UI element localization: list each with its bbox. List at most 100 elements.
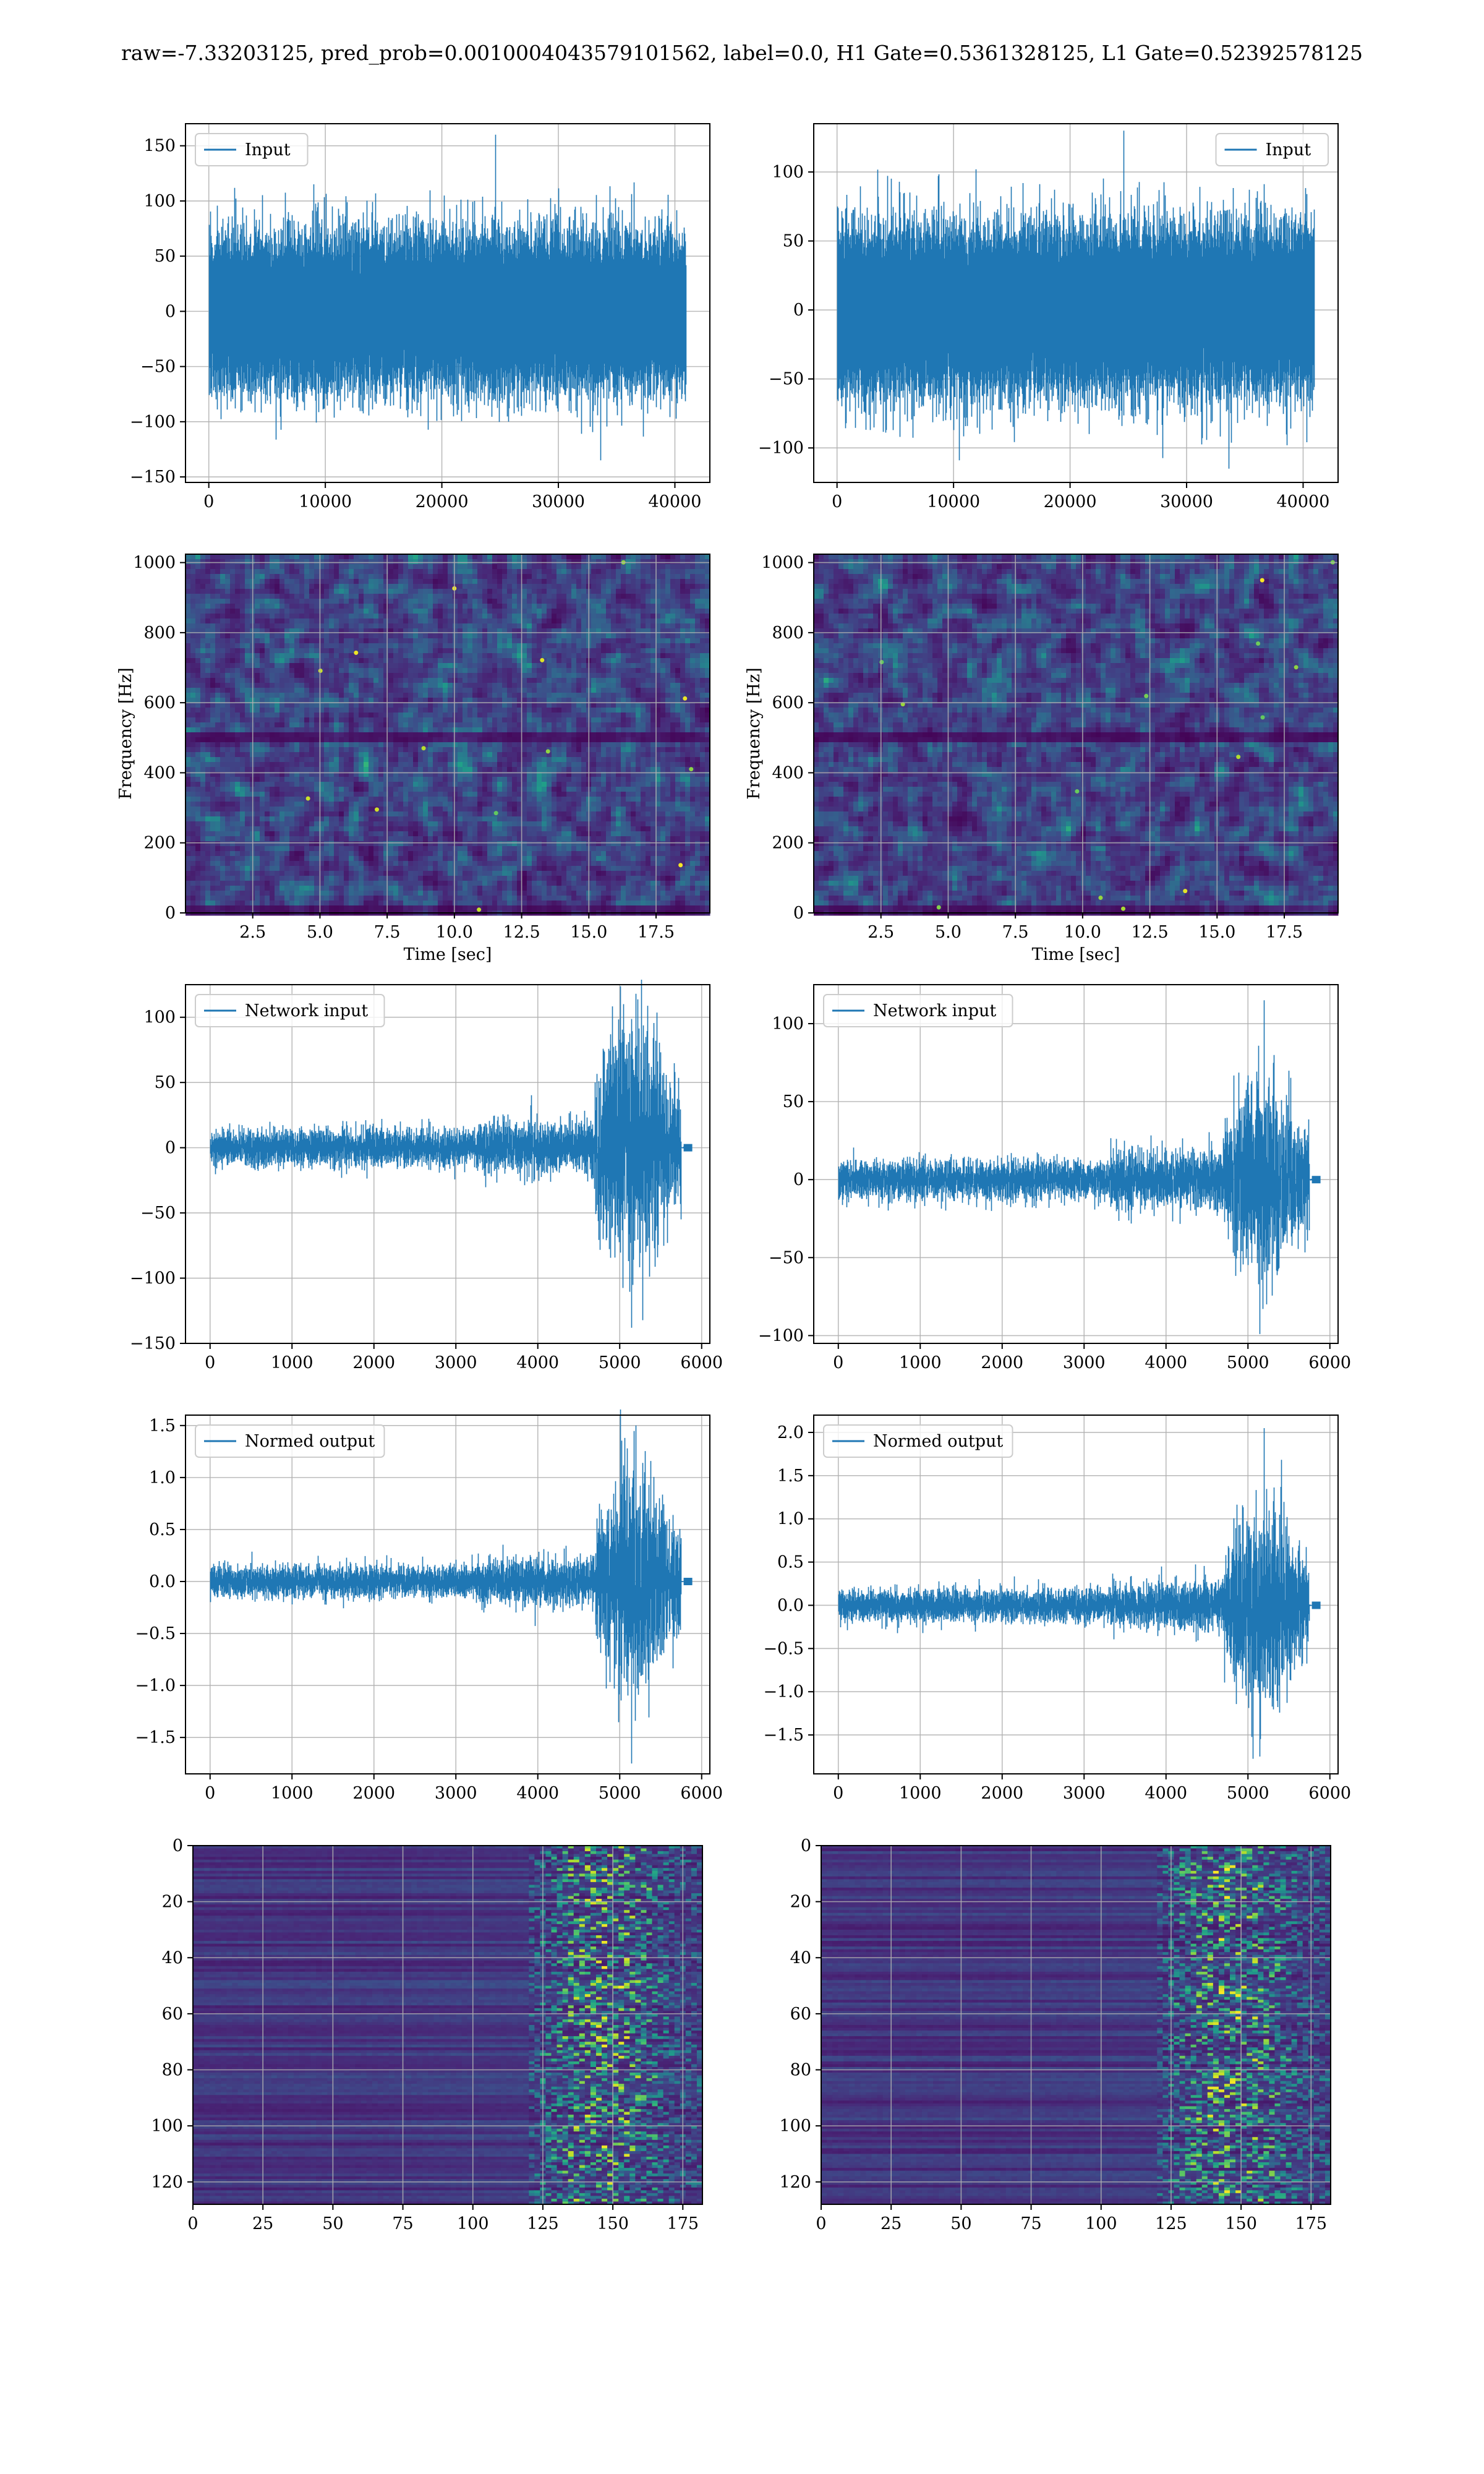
x-tick-label: 125: [1155, 2214, 1187, 2233]
y-tick-label: −0.5: [763, 1639, 804, 1658]
y-tick-label: 100: [143, 1008, 176, 1027]
y-tick-label: 200: [772, 834, 804, 853]
spectrogram-speckle: [494, 811, 498, 815]
x-tick-label: 2000: [352, 1784, 395, 1803]
x-tick-label: 0: [205, 1784, 215, 1803]
x-tick-label: 17.5: [1266, 923, 1303, 942]
y-tick-label: 0: [793, 301, 804, 320]
spectrogram-speckle: [1261, 715, 1265, 719]
y-tick-label: 0: [165, 1139, 176, 1158]
x-tick-label: 100: [1085, 2214, 1117, 2233]
y-tick-label: 50: [783, 1092, 804, 1111]
y-tick-label: 1.5: [777, 1466, 804, 1486]
x-tick-label: 6000: [1308, 1784, 1351, 1803]
x-tick-label: 0: [833, 1353, 843, 1372]
y-tick-label: −100: [758, 439, 804, 458]
x-tick-label: 100: [457, 2214, 489, 2233]
y-tick-label: 0.0: [149, 1572, 176, 1591]
y-tick-label: 50: [155, 1073, 176, 1092]
x-tick-label: 20000: [1044, 492, 1097, 511]
y-tick-label: −150: [130, 1334, 176, 1353]
legend: Normed output: [824, 1425, 1013, 1457]
y-tick-label: 120: [779, 2173, 811, 2192]
x-tick-label: 7.5: [1002, 923, 1029, 942]
y-tick-label: 100: [772, 1014, 804, 1034]
series-tail: [684, 1144, 693, 1152]
spectrogram-speckle: [306, 797, 310, 801]
y-tick-label: 100: [151, 2117, 183, 2136]
x-tick-label: 4000: [1145, 1353, 1187, 1372]
x-tick-label: 1000: [271, 1353, 313, 1372]
spectrogram-speckle: [1294, 665, 1298, 669]
x-tick-label: 25: [252, 2214, 273, 2233]
x-tick-label: 10.0: [436, 923, 473, 942]
x-tick-label: 150: [597, 2214, 629, 2233]
legend: Input: [195, 134, 308, 166]
y-tick-label: 400: [772, 763, 804, 782]
spectrogram-image: [186, 554, 710, 916]
y-tick-label: 150: [143, 137, 176, 156]
y-tick-label: 1.5: [149, 1416, 176, 1436]
legend-label: Input: [1266, 140, 1311, 160]
x-axis-label: Time [sec]: [1032, 945, 1120, 964]
spectrogram-speckle: [1121, 907, 1125, 911]
spectrogram-speckle: [689, 767, 693, 771]
spectrogram-speckle: [354, 651, 358, 655]
x-tick-label: 2000: [352, 1353, 395, 1372]
feature-map-image: [193, 1846, 703, 2205]
x-tick-label: 6000: [680, 1784, 723, 1803]
y-tick-label: −1.0: [135, 1676, 176, 1695]
y-tick-label: 200: [143, 834, 176, 853]
x-tick-label: 30000: [1160, 492, 1213, 511]
spectrogram-speckle: [422, 746, 426, 750]
y-axis-label: Frequency [Hz]: [744, 667, 764, 799]
legend-label: Normed output: [245, 1432, 375, 1451]
spectrogram-speckle: [477, 907, 481, 912]
spectrogram-speckle: [1144, 694, 1148, 698]
y-tick-label: 600: [772, 693, 804, 713]
x-tick-label: 5000: [1227, 1353, 1269, 1372]
y-tick-label: 0: [173, 1836, 183, 1856]
x-tick-label: 5000: [599, 1353, 641, 1372]
y-tick-label: 20: [790, 1893, 811, 1912]
x-tick-label: 0: [205, 1353, 215, 1372]
y-tick-label: 0.5: [149, 1520, 176, 1539]
y-tick-label: −1.5: [763, 1726, 804, 1745]
spectrogram-speckle: [678, 863, 683, 867]
y-tick-label: 0: [801, 1836, 811, 1856]
spectrogram-speckle: [1098, 896, 1102, 900]
y-tick-label: 0: [793, 904, 804, 923]
y-tick-label: 0: [793, 1170, 804, 1189]
legend-label: Network input: [873, 1001, 996, 1021]
x-tick-label: 5.0: [307, 923, 333, 942]
x-tick-label: 50: [322, 2214, 343, 2233]
legend-label: Network input: [245, 1001, 368, 1021]
series-tail: [1312, 1176, 1321, 1183]
spectrogram-speckle: [375, 807, 379, 811]
x-tick-label: 15.0: [1198, 923, 1235, 942]
spectrogram-speckle: [1260, 578, 1264, 583]
x-tick-label: 10.0: [1064, 923, 1101, 942]
y-tick-label: 1000: [761, 554, 804, 573]
x-tick-label: 1000: [899, 1353, 942, 1372]
x-tick-label: 75: [1020, 2214, 1041, 2233]
y-tick-label: 50: [155, 247, 176, 266]
y-axis-label: Frequency [Hz]: [116, 667, 135, 799]
x-tick-label: 12.5: [503, 923, 540, 942]
x-tick-label: 1000: [271, 1784, 313, 1803]
x-tick-label: 6000: [680, 1353, 723, 1372]
spectrogram-speckle: [546, 749, 550, 753]
x-tick-label: 10000: [927, 492, 980, 511]
x-axis-label: Time [sec]: [404, 945, 492, 964]
y-tick-label: −100: [130, 1269, 176, 1288]
feature-map-image: [821, 1846, 1331, 2205]
x-tick-label: 17.5: [638, 923, 675, 942]
y-tick-label: −1.5: [135, 1728, 176, 1747]
y-tick-label: −100: [130, 413, 176, 432]
y-tick-label: 1000: [133, 554, 176, 573]
y-tick-label: −100: [758, 1326, 804, 1345]
x-tick-label: 0: [203, 492, 214, 511]
y-tick-label: 400: [143, 763, 176, 782]
y-tick-label: 100: [143, 192, 176, 211]
